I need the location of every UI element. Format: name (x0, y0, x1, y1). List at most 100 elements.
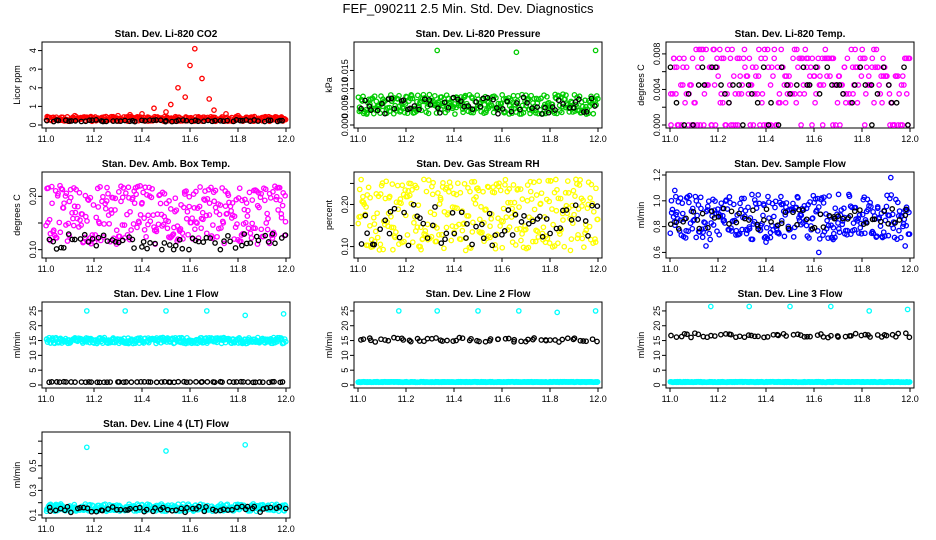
data-point (778, 193, 784, 200)
data-point (720, 205, 727, 212)
data-point (770, 213, 777, 220)
data-point (563, 207, 570, 213)
data-point (512, 242, 519, 248)
data-point (499, 244, 506, 251)
data-point (782, 212, 789, 218)
data-point (161, 190, 168, 197)
data-point (70, 222, 77, 229)
data-point (248, 235, 255, 241)
data-point (433, 238, 440, 245)
chart-panel: Stan. Dev. Line 1 Flow 11.0 11.2 11.4 11.6 11… (12, 289, 295, 404)
data-point (180, 204, 187, 211)
data-point (367, 222, 373, 229)
data-point (906, 379, 913, 385)
data-point (587, 195, 593, 201)
data-point (896, 217, 903, 223)
y-tick-label: 0 (652, 382, 662, 387)
data-point (176, 236, 183, 243)
data-point (239, 197, 245, 204)
data-point (432, 204, 438, 210)
data-point (415, 202, 422, 209)
data-point (409, 186, 415, 193)
data-point (115, 112, 121, 119)
panel-title: Stan. Dev. Gas Stream RH (416, 159, 539, 170)
data-point (803, 216, 810, 223)
data-point (741, 46, 748, 53)
panel-title: Stan. Dev. Line 4 (LT) Flow (103, 419, 229, 430)
data-point (881, 208, 888, 215)
data-point (667, 91, 674, 97)
x-tick-label: 11.4 (134, 524, 151, 534)
data-point (104, 184, 110, 191)
data-point (590, 110, 597, 117)
data-point (464, 221, 470, 227)
data-point (102, 205, 109, 212)
data-point (364, 109, 370, 116)
data-point (86, 379, 92, 385)
data-point (902, 243, 909, 249)
data-point (762, 55, 769, 62)
data-point (886, 82, 892, 88)
data-point (879, 99, 885, 106)
data-point (546, 198, 553, 205)
data-point (783, 73, 790, 79)
data-point (741, 213, 748, 220)
data-point (424, 335, 431, 342)
data-point (181, 378, 187, 385)
data-point (112, 238, 119, 245)
series-black (667, 205, 909, 232)
data-point (906, 209, 912, 216)
y-tick-label: 1.2 (652, 169, 662, 182)
data-point (356, 186, 363, 193)
data-point (668, 332, 674, 339)
data-point (545, 177, 552, 184)
data-point (887, 174, 894, 181)
data-point (817, 211, 824, 218)
data-point (134, 183, 141, 190)
data-point (56, 219, 63, 226)
data-point (814, 332, 821, 339)
data-point (273, 193, 280, 200)
data-point (64, 503, 71, 510)
data-point (793, 99, 800, 106)
data-point (570, 187, 577, 194)
data-point (693, 234, 700, 241)
data-point (77, 236, 84, 242)
data-point (799, 207, 806, 213)
data-point (695, 64, 701, 71)
data-point (903, 222, 910, 229)
data-point (831, 215, 838, 222)
data-point (418, 246, 424, 253)
data-point (515, 308, 522, 314)
data-point (486, 210, 493, 217)
data-point (705, 224, 711, 231)
data-point (152, 240, 158, 247)
data-point (388, 213, 394, 220)
data-point (405, 242, 412, 249)
data-point (553, 176, 559, 183)
data-point (243, 240, 250, 247)
data-point (460, 109, 466, 116)
data-point (103, 198, 110, 204)
data-point (112, 195, 119, 202)
data-point (735, 91, 742, 97)
data-point (835, 225, 842, 232)
data-point (679, 82, 686, 88)
data-point (117, 506, 124, 513)
data-point (763, 239, 769, 245)
data-point (515, 185, 521, 192)
data-point (370, 214, 377, 221)
chart-panel: Stan. Dev. Li-820 Temp. 11.0 11.2 11.4 11.6 1… (636, 29, 919, 144)
data-point (242, 441, 249, 448)
x-tick-label: 11.8 (542, 264, 559, 274)
data-point (699, 226, 705, 233)
data-point (776, 230, 782, 237)
data-point (196, 503, 202, 510)
data-point (53, 235, 60, 241)
data-point (729, 46, 735, 53)
data-point (746, 217, 752, 223)
data-point (103, 118, 110, 125)
data-point (256, 379, 263, 385)
y-tick-label: 0.004 (652, 78, 662, 101)
data-point (184, 208, 191, 215)
